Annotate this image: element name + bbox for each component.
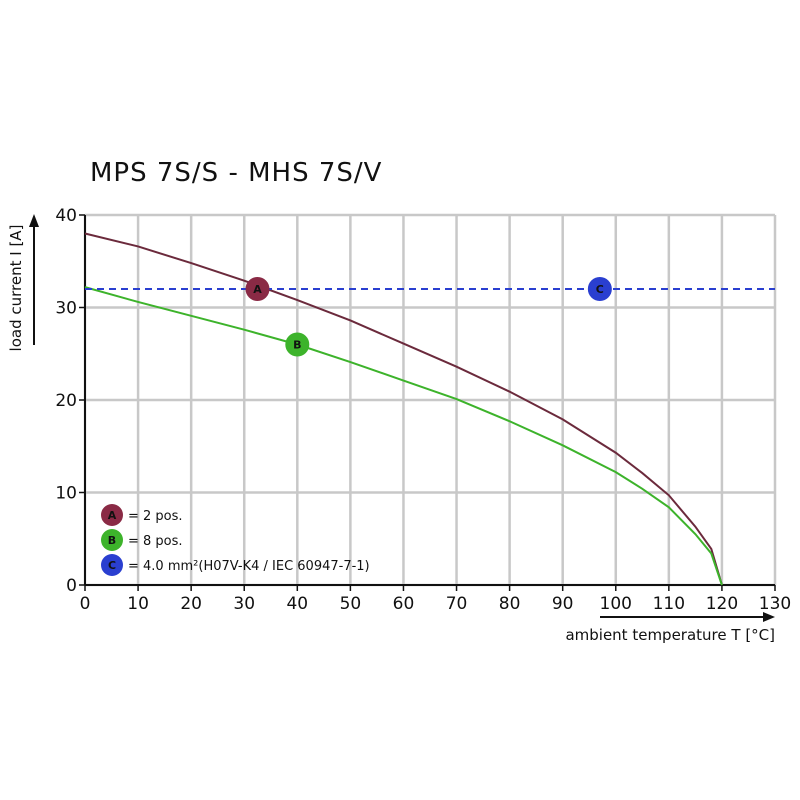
- x-tick-label: 60: [393, 594, 415, 614]
- x-tick-label: 80: [499, 594, 521, 614]
- x-tick-label: 110: [653, 594, 685, 614]
- legend-marker-a: [101, 504, 123, 526]
- x-tick-label: 100: [600, 594, 632, 614]
- y-axis-arrow-head: [29, 214, 39, 227]
- x-axis-arrow-head: [763, 612, 775, 622]
- legend-marker-label: B: [108, 534, 116, 547]
- series-marker-label: C: [596, 283, 604, 296]
- series-marker-a: [245, 277, 270, 301]
- series-line-b: [84, 286, 723, 586]
- y-axis-label: load current I [A]: [7, 225, 25, 352]
- legend-marker-b: [101, 529, 123, 551]
- x-axis-label: ambient temperature T [°C]: [565, 626, 775, 644]
- x-tick-label: 130: [759, 594, 791, 614]
- legend-marker-label: A: [108, 509, 117, 522]
- x-tick-label: 0: [80, 594, 91, 614]
- series-marker-label: A: [253, 283, 262, 296]
- x-tick-label: 30: [233, 594, 255, 614]
- x-tick-label: 10: [127, 594, 149, 614]
- y-tick-label: 40: [55, 206, 77, 226]
- x-tick-label: 50: [340, 594, 362, 614]
- series-marker-label: B: [293, 339, 301, 352]
- series-marker-c: [587, 277, 612, 301]
- series-line-a: [84, 232, 723, 586]
- legend-marker-label: C: [108, 559, 116, 572]
- x-tick-label: 70: [446, 594, 468, 614]
- x-tick-label: 120: [706, 594, 738, 614]
- y-tick-label: 20: [55, 391, 77, 411]
- legend-text: = 4.0 mm²(H07V-K4 / IEC 60947-7-1): [128, 559, 370, 574]
- series-marker-b: [285, 332, 310, 357]
- y-tick-label: 30: [55, 299, 77, 319]
- chart-title: MPS 7S/S - MHS 7S/V: [90, 158, 383, 188]
- legend-marker-c: [101, 554, 123, 576]
- legend-text: = 2 pos.: [128, 509, 183, 524]
- y-tick-label: 0: [66, 576, 77, 596]
- legend-text: = 8 pos.: [128, 534, 183, 549]
- x-tick-label: 90: [552, 594, 574, 614]
- y-tick-label: 10: [55, 484, 77, 504]
- x-tick-label: 40: [286, 594, 308, 614]
- x-tick-label: 20: [180, 594, 202, 614]
